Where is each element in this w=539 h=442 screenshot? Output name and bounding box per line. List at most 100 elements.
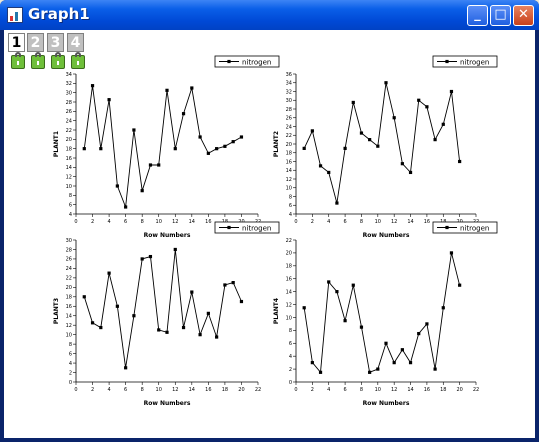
x-tick-label: 0 [294,387,297,393]
minimize-button[interactable]: _ [467,5,488,26]
y-tick-label: 18 [66,146,72,152]
y-tick-label: 4 [289,354,292,360]
data-point [173,147,177,151]
y-tick-label: 2 [289,367,292,373]
y-tick-label: 32 [286,89,292,95]
window-title: Graph1 [28,5,90,23]
x-tick-label: 10 [156,219,162,225]
y-tick-label: 6 [69,351,72,357]
data-point [124,205,128,209]
data-point [408,170,413,175]
data-point [458,159,462,164]
title-bar[interactable]: Graph1 _ □ ✕ [0,0,539,30]
data-point [376,367,380,371]
data-point [327,170,331,175]
y-tick-label: 22 [66,276,72,282]
data-point [351,283,355,287]
legend-label: nitrogen [460,224,489,232]
y-tick-label: 14 [286,289,292,295]
y-axis-label: PLANT1 [53,131,60,157]
layer-4-lock-icon[interactable] [71,52,85,69]
y-tick-label: 2 [69,370,72,376]
maximize-button[interactable]: □ [490,5,511,26]
data-point [198,135,202,139]
y-tick-label: 30 [66,90,72,96]
data-point [376,144,380,148]
x-tick-label: 0 [294,219,297,225]
y-tick-label: 8 [289,328,292,334]
close-button[interactable]: ✕ [513,5,534,26]
layer-tab-1[interactable]: 1 [8,33,25,52]
data-point [206,311,210,315]
data-point [148,163,153,167]
x-tick-label: 12 [391,219,397,225]
data-point [408,361,413,365]
y-tick-label: 22 [66,128,72,134]
y-tick-label: 12 [286,302,292,308]
series-line-nitrogen [83,249,242,368]
data-point [359,131,364,135]
x-tick-label: 2 [91,387,94,393]
data-point [458,283,462,287]
x-tick-label: 6 [124,387,127,393]
layer-tab-3[interactable]: 3 [47,33,64,52]
data-point [351,100,355,105]
y-tick-label: 12 [66,174,72,180]
data-point [239,299,244,304]
y-tick-label: 14 [286,168,292,174]
layer-2-lock-icon[interactable] [31,52,45,69]
x-tick-label: 4 [327,387,330,393]
data-point [335,201,339,205]
data-point [173,247,177,252]
y-axis-label: PLANT4 [273,298,280,324]
data-point [132,314,136,318]
data-point [223,144,227,148]
legend-frame [432,55,498,68]
x-tick-label: 4 [107,387,110,393]
y-tick-label: 18 [286,151,292,157]
data-point [165,88,169,92]
data-point [115,304,119,308]
y-tick-label: 4 [69,212,72,218]
x-tick-label: 22 [255,387,261,393]
x-tick-label: 6 [343,219,346,225]
data-point [392,361,396,365]
layer-3-lock-icon[interactable] [51,52,65,69]
x-tick-label: 14 [407,219,413,225]
x-tick-label: 10 [375,219,381,225]
data-point [400,162,404,166]
x-tick-label: 2 [311,219,314,225]
data-point [140,189,144,193]
y-tick-label: 10 [66,332,72,338]
x-tick-label: 22 [473,387,479,393]
y-tick-label: 12 [66,323,72,329]
y-tick-label: 0 [69,380,72,386]
layer-1-lock-icon[interactable] [11,52,25,69]
legend-label: nitrogen [242,224,271,232]
y-tick-label: 10 [286,186,292,192]
y-tick-label: 14 [66,165,72,171]
x-tick-label: 6 [343,387,346,393]
x-tick-label: 8 [360,387,363,393]
data-point [82,147,86,151]
graph-app-icon[interactable] [7,7,23,23]
x-axis-label: Row Numbers [363,400,410,407]
x-tick-label: 16 [424,219,430,225]
data-point [99,147,103,151]
x-tick-label: 2 [91,219,94,225]
data-point [449,89,454,94]
data-point [107,271,111,275]
x-tick-label: 6 [124,219,127,225]
layer-tab-2[interactable]: 2 [27,33,44,52]
y-tick-label: 16 [286,159,292,165]
data-point [433,367,437,371]
data-point [425,105,429,109]
layer-tab-4[interactable]: 4 [67,33,84,52]
y-tick-label: 22 [286,133,292,139]
data-point [384,81,388,85]
data-point [327,280,331,284]
data-point [425,322,429,326]
series-line-nitrogen [83,85,242,208]
data-point [190,290,194,294]
